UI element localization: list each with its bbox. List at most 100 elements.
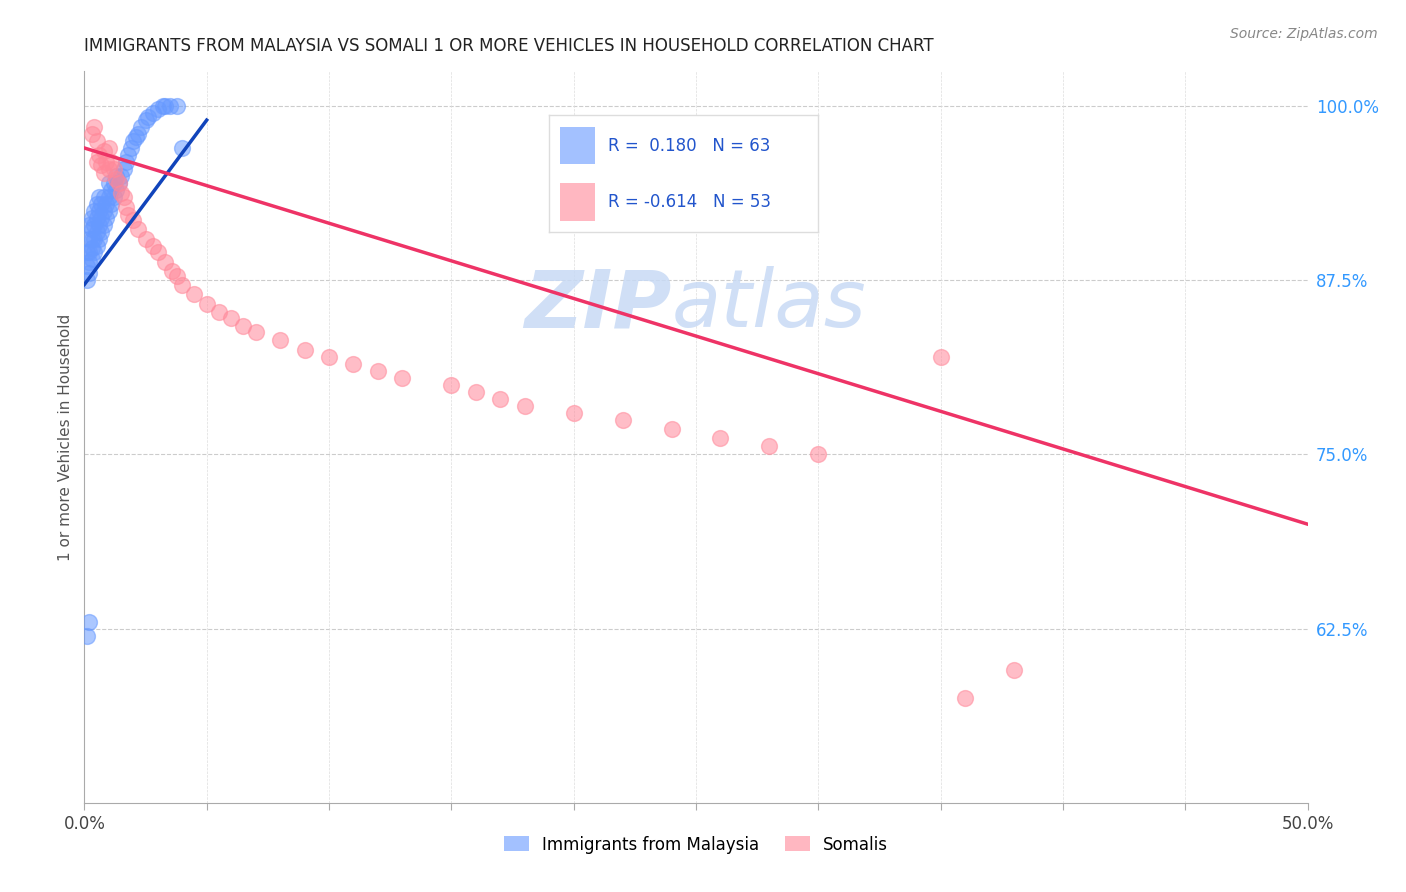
Point [709,431,731,445]
Point [97,141,120,155]
Point [152,99,174,113]
Point [76,629,98,643]
Point [83,245,105,260]
Point [77,218,100,232]
Point [97,190,120,204]
Point [83,120,105,134]
Point [440,377,463,392]
Point [90,196,112,211]
Point [115,200,138,214]
Point [83,231,105,245]
Point [183,287,205,301]
Point [159,99,181,113]
Point [166,269,188,284]
Point [294,343,316,357]
Point [77,266,100,280]
Point [758,439,780,453]
Point [77,231,100,245]
Point [86,155,108,169]
Point [105,171,128,186]
Point [93,203,115,218]
Point [269,333,291,347]
Point [489,392,512,406]
Point [953,691,976,706]
Point [110,186,132,200]
Point [112,161,135,176]
Point [93,218,115,232]
Point [105,183,128,197]
Point [100,196,122,211]
Point [80,231,103,245]
Legend: Immigrants from Malaysia, Somalis: Immigrants from Malaysia, Somalis [498,829,894,860]
Point [80,241,103,255]
Point [77,615,100,629]
Point [153,99,176,113]
Point [86,225,108,239]
Point [107,176,129,190]
Point [219,310,242,325]
Point [96,211,118,225]
Point [107,176,129,190]
Point [93,144,115,158]
Point [87,231,110,245]
Point [232,319,254,334]
Point [76,245,98,260]
Point [80,221,103,235]
Point [146,102,169,116]
Point [807,448,830,462]
Point [96,196,118,211]
Text: IMMIGRANTS FROM MALAYSIA VS SOMALI 1 OR MORE VEHICLES IN HOUSEHOLD CORRELATION C: IMMIGRANTS FROM MALAYSIA VS SOMALI 1 OR … [84,37,934,54]
Point [1002,664,1025,678]
Point [87,190,110,204]
Point [97,176,120,190]
Point [83,218,105,232]
Point [153,255,176,269]
Point [127,221,149,235]
Point [172,141,194,155]
Point [120,141,142,155]
Point [208,305,231,319]
Point [112,190,135,204]
Text: ZIP: ZIP [524,267,672,344]
Point [103,176,125,190]
Point [513,399,536,413]
Point [612,412,634,426]
Text: atlas: atlas [672,267,866,344]
Point [122,134,145,148]
Point [136,111,159,125]
Point [86,134,108,148]
Point [87,203,110,218]
Text: Source: ZipAtlas.com: Source: ZipAtlas.com [1230,27,1378,41]
Point [391,371,413,385]
Point [162,263,184,277]
Point [117,148,139,162]
Point [100,183,122,197]
Point [115,155,138,169]
Point [90,158,112,172]
Point [135,231,157,245]
Point [142,238,165,252]
Point [135,113,157,128]
Point [464,384,486,399]
Point [122,213,145,227]
Point [96,155,118,169]
Point [97,161,120,176]
Point [80,127,103,141]
Point [245,325,267,339]
Y-axis label: 1 or more Vehicles in Household: 1 or more Vehicles in Household [58,313,73,561]
Point [142,106,165,120]
Point [166,99,188,113]
Point [195,297,218,311]
Point [129,120,152,134]
Point [929,350,952,364]
Point [77,255,100,269]
Point [103,161,125,176]
Point [80,252,103,267]
Point [90,211,112,225]
Point [125,129,148,144]
Point [103,190,125,204]
Point [83,203,105,218]
Point [318,350,340,364]
Point [80,211,103,225]
Point [76,260,98,274]
